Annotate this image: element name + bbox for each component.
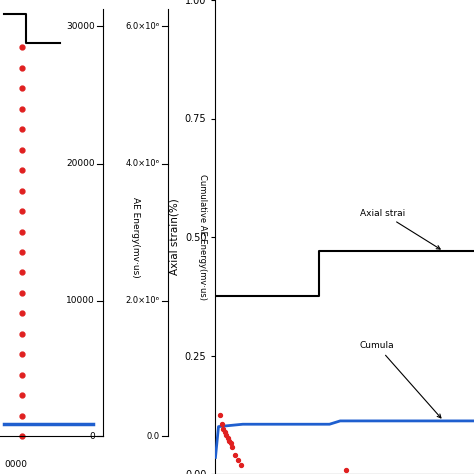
Point	[224, 434, 231, 442]
Text: 0000: 0000	[4, 460, 27, 469]
Point	[218, 420, 225, 428]
Point	[235, 456, 242, 464]
Text: Cumula: Cumula	[360, 341, 441, 418]
Text: 4.0×10⁶: 4.0×10⁶	[126, 159, 159, 168]
Text: AE Energy(mv·us): AE Energy(mv·us)	[131, 197, 140, 277]
Point	[221, 428, 228, 436]
Point	[219, 425, 227, 433]
Text: 2.0×10⁶: 2.0×10⁶	[126, 297, 159, 305]
Text: 0.0: 0.0	[146, 432, 159, 440]
Point	[228, 443, 236, 450]
Text: 30000: 30000	[66, 22, 95, 30]
Text: Cumulative AE Energy(mv·us): Cumulative AE Energy(mv·us)	[198, 174, 207, 300]
Point	[342, 466, 350, 474]
Point	[216, 411, 224, 419]
Text: 6.0×10⁶: 6.0×10⁶	[125, 22, 159, 30]
Point	[237, 462, 245, 469]
Text: Axial strai: Axial strai	[360, 209, 440, 249]
Point	[231, 451, 239, 459]
Text: 0: 0	[89, 432, 95, 440]
Text: 20000: 20000	[66, 159, 95, 168]
Point	[225, 437, 233, 445]
Point	[227, 439, 235, 447]
Y-axis label: Axial strain(%): Axial strain(%)	[169, 199, 179, 275]
Point	[222, 431, 230, 439]
Text: 10000: 10000	[66, 297, 95, 305]
